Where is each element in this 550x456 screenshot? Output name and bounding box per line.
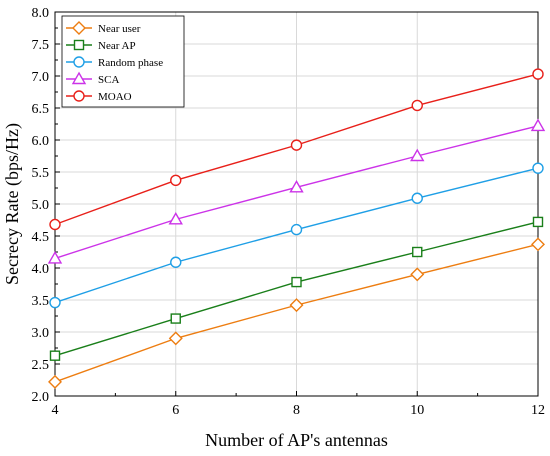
data-point-near-ap: [412, 246, 423, 258]
data-point-sca: [410, 148, 425, 162]
legend-label-near-ap: Near AP: [98, 40, 136, 52]
legend-entry-near-ap: Near AP: [66, 39, 136, 52]
data-point-sca: [530, 118, 546, 132]
y-tick-label: 4.0: [32, 262, 50, 277]
x-tick-label: 10: [410, 403, 424, 418]
y-tick-label: 8.0: [32, 6, 50, 21]
series-random-phase: [49, 162, 544, 309]
legend-entry-near-user: Near user: [66, 21, 141, 35]
data-point-random-phase: [170, 256, 182, 268]
y-tick-label: 2.5: [32, 358, 50, 373]
data-point-near-ap: [170, 313, 181, 324]
legend-label-random-phase: Random phase: [98, 57, 163, 69]
data-point-near-user: [168, 331, 183, 346]
y-tick-label: 5.0: [32, 198, 50, 213]
y-tick-label: 7.0: [32, 70, 50, 85]
data-point-near-user: [531, 237, 545, 252]
y-tick-label: 7.5: [32, 38, 50, 53]
y-tick-label: 4.5: [32, 230, 50, 245]
legend-marker: [73, 90, 85, 102]
data-point-near-ap: [291, 276, 302, 288]
legend: Near user Near AP Random phase SCA MOAO: [61, 15, 185, 108]
series: [47, 68, 546, 389]
data-point-moao: [170, 174, 182, 187]
data-point-moao: [49, 218, 61, 231]
legend-marker: [73, 39, 85, 51]
data-point-sca: [168, 211, 183, 225]
y-tick-label: 6.0: [32, 134, 50, 149]
series-sca: [47, 118, 546, 264]
x-tick-label: 8: [293, 403, 300, 418]
data-point-near-user: [48, 374, 62, 389]
data-point-sca: [289, 179, 304, 193]
y-tick-label: 3.5: [32, 294, 50, 309]
legend-entry-sca: SCA: [66, 71, 119, 86]
y-tick-label: 3.0: [32, 326, 50, 341]
x-tick-label: 4: [52, 403, 59, 418]
y-tick-label: 2.0: [32, 390, 50, 405]
data-point-random-phase: [532, 162, 544, 174]
y-axis-label: Secrecy Rate (bps/Hz): [2, 123, 23, 285]
legend-marker: [73, 56, 85, 68]
data-point-moao: [290, 139, 303, 151]
axis-ticks: 4 6 8 10 12 2.0 2.5 3.0 3.5 4.0 4.5 5.0 5.5 6.0 6.5 7.0…: [32, 6, 546, 418]
legend-label-near-user: Near user: [98, 23, 141, 35]
data-point-near-ap: [49, 350, 61, 361]
y-tick-label: 6.5: [32, 102, 50, 117]
data-point-random-phase: [49, 296, 61, 309]
series-near-user: [48, 237, 545, 389]
series-moao: [49, 68, 544, 231]
data-point-moao: [532, 68, 544, 80]
data-point-sca: [47, 250, 63, 264]
data-point-near-user: [410, 267, 425, 282]
legend-marker: [72, 21, 86, 35]
legend-marker: [71, 71, 87, 85]
data-point-near-user: [289, 298, 304, 313]
legend-label-sca: SCA: [98, 74, 119, 86]
data-point-near-ap: [532, 216, 544, 228]
legend-entry-random-phase: Random phase: [66, 56, 163, 69]
data-point-random-phase: [290, 223, 303, 236]
series-near-ap: [49, 216, 544, 361]
data-point-moao: [411, 99, 423, 112]
x-axis-label: Number of AP's antennas: [205, 430, 388, 450]
data-point-random-phase: [411, 192, 423, 204]
y-tick-label: 5.5: [32, 166, 50, 181]
x-tick-label: 6: [172, 403, 179, 418]
legend-label-moao: MOAO: [98, 91, 132, 103]
legend-entry-moao: MOAO: [66, 90, 132, 103]
x-tick-label: 12: [531, 403, 545, 418]
